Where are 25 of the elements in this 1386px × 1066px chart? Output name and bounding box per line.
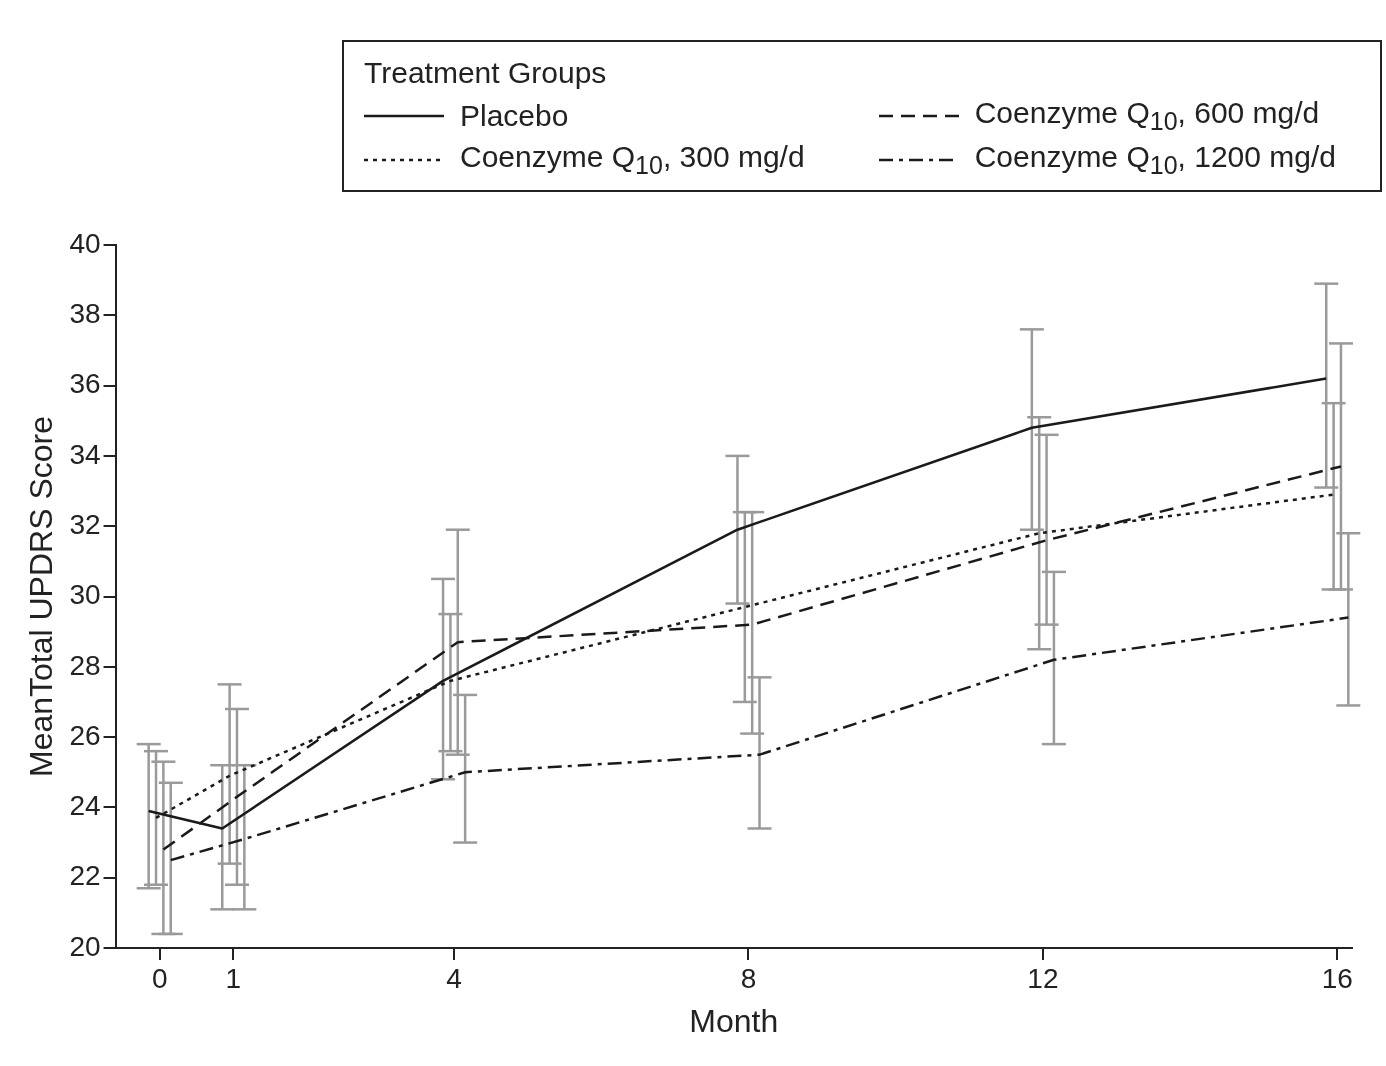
y-tick-label: 28 bbox=[69, 649, 101, 681]
legend-label: Coenzyme Q$_{10}$, 300 mg/d bbox=[460, 140, 805, 180]
x-tick-label: 16 bbox=[1321, 962, 1353, 994]
line-series bbox=[169, 616, 1350, 862]
x-axis-title: Month bbox=[689, 1002, 779, 1039]
y-tick-label: 36 bbox=[69, 368, 101, 400]
x-tick-label: 0 bbox=[151, 962, 168, 994]
y-tick-label: 40 bbox=[69, 227, 101, 259]
legend-label: Placebo bbox=[460, 99, 569, 133]
y-tick-label: 34 bbox=[69, 438, 101, 470]
y-tick-label: 20 bbox=[69, 930, 101, 962]
x-tick-label: 1 bbox=[225, 962, 242, 994]
x-tick-label: 8 bbox=[740, 962, 757, 994]
y-tick-label: 32 bbox=[69, 508, 101, 540]
x-tick-label: 12 bbox=[1027, 962, 1059, 994]
y-tick-label: 38 bbox=[69, 298, 101, 330]
y-tick-label: 24 bbox=[69, 790, 101, 822]
x-tick-label: 4 bbox=[446, 962, 462, 994]
legend-title: Treatment Groups bbox=[364, 56, 608, 90]
legend-label: Coenzyme Q$_{10}$, 600 mg/d bbox=[974, 96, 1320, 136]
y-tick-label: 30 bbox=[69, 579, 101, 611]
legend-label: Coenzyme Q$_{10}$, 1200 mg/d bbox=[974, 140, 1336, 180]
y-tick-label: 26 bbox=[69, 719, 101, 751]
y-axis-title: MeanTotal UPDRS Score bbox=[23, 415, 60, 778]
y-tick-label: 22 bbox=[69, 860, 101, 892]
